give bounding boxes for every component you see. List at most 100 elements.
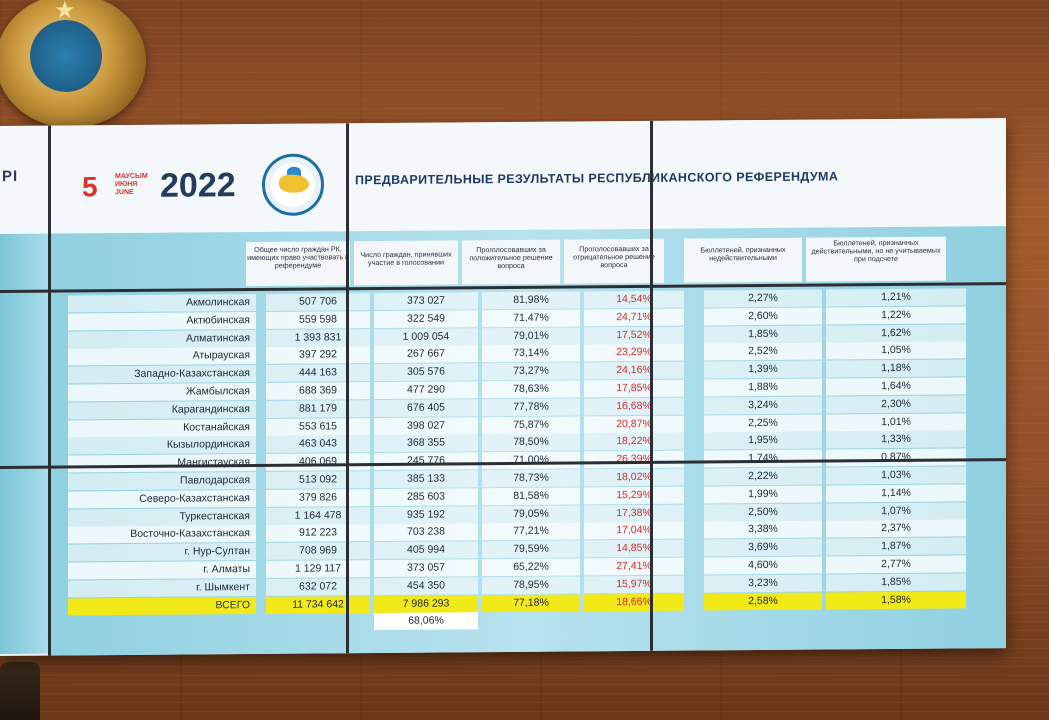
cell-yes: 65,22% bbox=[482, 558, 580, 577]
col-header-eligible: Общее число граждан РК, имеющих право уч… bbox=[246, 241, 350, 287]
cell-yes: 77,18% bbox=[482, 594, 580, 612]
cell-yes: 75,87% bbox=[482, 416, 580, 434]
cell-not-counted: 2,30% bbox=[826, 395, 966, 414]
cell-no: 18,02% bbox=[584, 468, 684, 487]
cell-voted: 405 994 bbox=[374, 541, 478, 560]
cell-yes: 81,98% bbox=[482, 291, 580, 310]
left-panel-text: РІ bbox=[2, 167, 19, 185]
cell-invalid: 3,23% bbox=[704, 574, 822, 593]
cell-region: Кызылординская bbox=[68, 436, 256, 455]
col-header-not-counted: Бюллетеней, признанных действительными, … bbox=[806, 236, 946, 282]
cell-eligible: 11 734 642 bbox=[266, 595, 370, 614]
cell-eligible: 397 292 bbox=[266, 346, 370, 365]
cell-invalid: 1,88% bbox=[704, 378, 822, 397]
panel-seam bbox=[48, 125, 51, 656]
cell-yes: 78,95% bbox=[482, 576, 580, 595]
emblem-star-icon: ★ bbox=[54, 0, 76, 24]
cell-invalid: 2,25% bbox=[704, 414, 822, 433]
date-year: 2022 bbox=[160, 166, 236, 205]
cell-no: 15,97% bbox=[584, 575, 684, 594]
cell-voted: 1 009 054 bbox=[374, 327, 478, 346]
cell-eligible: 1 393 831 bbox=[266, 328, 370, 347]
cell-not-counted: 1,33% bbox=[826, 430, 966, 449]
date-months: МАУСЫМ ИЮНЯ JUNE bbox=[115, 172, 148, 197]
cell-eligible: 1 129 117 bbox=[266, 560, 370, 578]
cell-region: г. Нур-Султан bbox=[68, 543, 256, 562]
cell-invalid: 1,95% bbox=[704, 431, 822, 450]
cell-region: Актюбинская bbox=[68, 311, 256, 331]
panel-seam bbox=[650, 120, 653, 651]
cell-voted: 385 133 bbox=[374, 470, 478, 489]
cell-eligible: 881 179 bbox=[266, 399, 370, 418]
video-wall-screen: РІ 5 МАУСЫМ ИЮНЯ JUNE 2022 ПРЕДВАРИТЕЛЬН… bbox=[0, 118, 1006, 656]
cell-region: Акмолинская bbox=[68, 293, 256, 313]
cell-voted: 398 027 bbox=[374, 416, 478, 435]
cell-yes: 78,50% bbox=[482, 433, 580, 452]
cell-region: г. Алматы bbox=[68, 560, 256, 580]
cell-yes: 79,59% bbox=[482, 540, 580, 559]
cell-voted: 676 405 bbox=[374, 399, 478, 417]
cell-region: Западно-Казахстанская bbox=[68, 365, 256, 384]
cell-invalid: 2,27% bbox=[704, 289, 822, 308]
cell-yes: 73,14% bbox=[482, 344, 580, 363]
cell-yes: 78,73% bbox=[482, 469, 580, 488]
cell-not-counted: 1,85% bbox=[826, 573, 966, 592]
cell-yes: 77,21% bbox=[482, 522, 580, 541]
cell-yes: 71,00% bbox=[482, 451, 580, 470]
cell-region: Павлодарская bbox=[68, 471, 256, 491]
cell-yes: 79,01% bbox=[482, 327, 580, 345]
cell-not-counted: 1,21% bbox=[826, 288, 966, 307]
cell-not-counted: 1,01% bbox=[826, 413, 966, 432]
cell-not-counted: 2,37% bbox=[826, 519, 966, 538]
cell-region: Карагандинская bbox=[68, 400, 256, 420]
state-emblem-icon: ★ bbox=[0, 0, 146, 128]
cell-voted: 454 350 bbox=[374, 577, 478, 595]
cell-not-counted: 1,03% bbox=[826, 466, 966, 485]
cell-not-counted: 1,07% bbox=[826, 502, 966, 521]
cell-eligible: 912 223 bbox=[266, 524, 370, 543]
col-header-yes: Проголосовавших за положительное решение… bbox=[462, 239, 560, 285]
cell-not-counted: 1,18% bbox=[826, 359, 966, 378]
cell-eligible: 406 069 bbox=[266, 453, 370, 472]
cell-yes: 79,05% bbox=[482, 505, 580, 523]
cell-voted: 703 238 bbox=[374, 523, 478, 542]
cell-voted: 935 192 bbox=[374, 505, 478, 524]
cell-eligible: 708 969 bbox=[266, 542, 370, 561]
cell-voted: 305 576 bbox=[374, 363, 478, 382]
cell-eligible: 444 163 bbox=[266, 364, 370, 383]
cell-region: Костанайская bbox=[68, 418, 256, 438]
cec-logo-icon bbox=[262, 153, 324, 216]
cell-no: 17,85% bbox=[584, 379, 684, 398]
cell-voted: 373 057 bbox=[374, 559, 478, 578]
cell-no: 18,66% bbox=[584, 593, 684, 612]
cell-yes: 73,27% bbox=[482, 362, 580, 381]
cell-no: 17,38% bbox=[584, 504, 684, 523]
cell-eligible: 379 826 bbox=[266, 488, 370, 507]
cell-eligible: 463 043 bbox=[266, 435, 370, 454]
cell-eligible: 553 615 bbox=[266, 417, 370, 436]
cell-voted: 322 549 bbox=[374, 310, 478, 328]
turnout-value: 68,06% bbox=[374, 612, 478, 631]
cell-no: 24,16% bbox=[584, 361, 684, 380]
cell-yes: 77,78% bbox=[482, 398, 580, 417]
cell-no: 27,41% bbox=[584, 557, 684, 576]
cell-region: Атырауская bbox=[68, 347, 256, 366]
cell-region: Жамбылская bbox=[68, 382, 256, 402]
cell-voted: 7 986 293 bbox=[374, 594, 478, 613]
cell-voted: 368 355 bbox=[374, 434, 478, 453]
microphone-stand bbox=[0, 662, 40, 720]
emblem-center bbox=[30, 20, 102, 92]
col-header-no: Проголосовавших за отрицательное решение… bbox=[564, 238, 664, 284]
cell-not-counted: 1,22% bbox=[826, 306, 966, 325]
cell-eligible: 632 072 bbox=[266, 577, 370, 596]
cell-no: 16,68% bbox=[584, 397, 684, 416]
cell-invalid: 1,39% bbox=[704, 360, 822, 379]
cell-region: Северо-Казахстанская bbox=[68, 489, 256, 509]
cell-no: 14,85% bbox=[584, 539, 684, 558]
col-header-invalid: Бюллетеней, признанных недействительными bbox=[684, 237, 802, 283]
cell-no: 17,52% bbox=[584, 326, 684, 345]
cell-region: Алматинская bbox=[68, 329, 256, 349]
cell-invalid: 4,60% bbox=[704, 556, 822, 575]
cell-voted: 477 290 bbox=[374, 381, 478, 400]
cell-invalid: 3,24% bbox=[704, 396, 822, 415]
